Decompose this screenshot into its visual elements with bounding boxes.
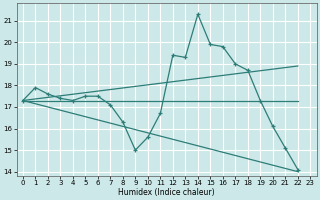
X-axis label: Humidex (Indice chaleur): Humidex (Indice chaleur) [118,188,215,197]
